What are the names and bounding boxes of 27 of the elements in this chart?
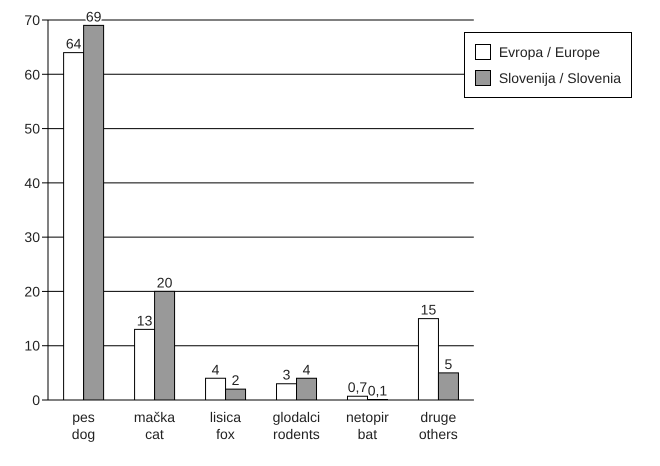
x-tick-label: mačka cat: [134, 409, 176, 442]
data-label: 3: [282, 366, 291, 383]
y-tick-label: 60: [24, 66, 40, 82]
data-label: 15: [420, 302, 436, 318]
data-label: 5: [444, 356, 453, 372]
y-tick-label: 0: [32, 392, 40, 408]
x-tick-label: netopir bat: [346, 409, 390, 442]
data-label: 4: [302, 361, 311, 378]
y-tick-label: 30: [24, 229, 40, 246]
x-tick-label: pes dog: [72, 409, 96, 442]
data-label: 64: [66, 36, 82, 52]
y-tick-label: 40: [24, 174, 40, 191]
x-tick-label: lisica fox: [210, 409, 242, 442]
legend-label: Evropa / Europe: [498, 43, 600, 62]
data-label: 13: [136, 312, 153, 328]
data-label: 0,7: [348, 379, 368, 396]
legend-label: Slovenija / Slovenia: [498, 69, 621, 88]
data-label: 2: [232, 372, 240, 388]
x-tick-label: druge others: [418, 409, 458, 442]
data-label: 20: [156, 274, 173, 290]
y-tick-label: 70: [24, 12, 40, 28]
y-tick-label: 20: [24, 283, 40, 300]
x-tick-label: glodalci rodents: [272, 409, 320, 442]
y-tick-label: 50: [24, 120, 40, 137]
data-label: 0,1: [368, 382, 388, 398]
data-label: 4: [212, 361, 220, 378]
y-tick-label: 10: [24, 338, 40, 354]
